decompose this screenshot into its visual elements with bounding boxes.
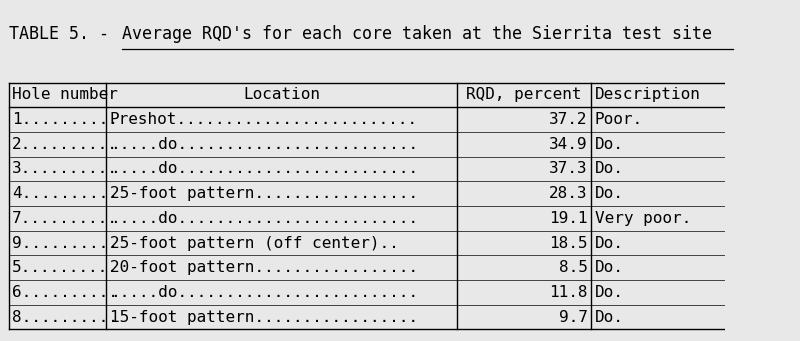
- Text: TABLE 5. -: TABLE 5. -: [9, 25, 118, 43]
- Text: 6..........: 6..........: [12, 285, 118, 300]
- Text: Do.: Do.: [594, 236, 623, 251]
- Text: 8.5: 8.5: [558, 260, 587, 275]
- Text: 7..........: 7..........: [12, 211, 118, 226]
- Text: 11.8: 11.8: [549, 285, 587, 300]
- Text: Average RQD's for each core taken at the Sierrita test site: Average RQD's for each core taken at the…: [122, 25, 713, 43]
- Text: Do.: Do.: [594, 162, 623, 177]
- Text: Poor.: Poor.: [594, 112, 642, 127]
- Text: 9..........: 9..........: [12, 236, 118, 251]
- Text: 1..........: 1..........: [12, 112, 118, 127]
- Text: Do.: Do.: [594, 137, 623, 152]
- Text: 9.7: 9.7: [558, 310, 587, 325]
- Text: Hole number: Hole number: [12, 87, 118, 102]
- Text: 37.2: 37.2: [549, 112, 587, 127]
- Text: 28.3: 28.3: [549, 186, 587, 201]
- Text: .....do.........................: .....do.........................: [110, 285, 418, 300]
- Text: 15-foot pattern.................: 15-foot pattern.................: [110, 310, 418, 325]
- Text: 8..........: 8..........: [12, 310, 118, 325]
- Text: Do.: Do.: [594, 285, 623, 300]
- Text: 25-foot pattern.................: 25-foot pattern.................: [110, 186, 418, 201]
- Text: Do.: Do.: [594, 310, 623, 325]
- Text: Very poor.: Very poor.: [594, 211, 691, 226]
- Text: 34.9: 34.9: [549, 137, 587, 152]
- Text: 5..........: 5..........: [12, 260, 118, 275]
- Text: RQD, percent: RQD, percent: [466, 87, 582, 102]
- Text: 18.5: 18.5: [549, 236, 587, 251]
- Text: Preshot.........................: Preshot.........................: [110, 112, 418, 127]
- Text: Location: Location: [243, 87, 320, 102]
- Text: 25-foot pattern (off center)..: 25-foot pattern (off center)..: [110, 236, 398, 251]
- Text: 3..........: 3..........: [12, 162, 118, 177]
- Text: Do.: Do.: [594, 260, 623, 275]
- Text: .....do.........................: .....do.........................: [110, 211, 418, 226]
- Text: 19.1: 19.1: [549, 211, 587, 226]
- Text: 4..........: 4..........: [12, 186, 118, 201]
- Text: .....do.........................: .....do.........................: [110, 162, 418, 177]
- Text: .....do.........................: .....do.........................: [110, 137, 418, 152]
- Text: 37.3: 37.3: [549, 162, 587, 177]
- Text: Do.: Do.: [594, 186, 623, 201]
- Text: 20-foot pattern.................: 20-foot pattern.................: [110, 260, 418, 275]
- Text: 2..........: 2..........: [12, 137, 118, 152]
- Text: Description: Description: [594, 87, 701, 102]
